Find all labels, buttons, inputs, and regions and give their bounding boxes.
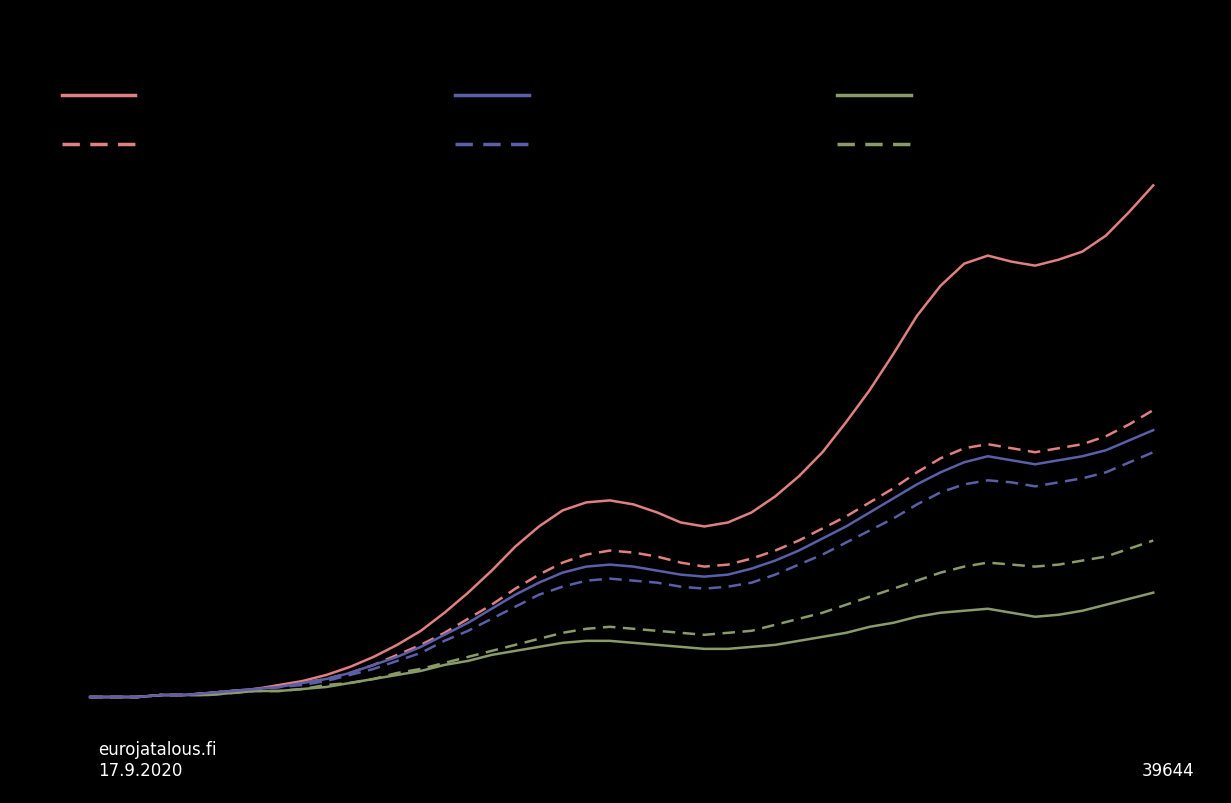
Text: eurojatalous.fi
17.9.2020: eurojatalous.fi 17.9.2020 [98,740,217,779]
Text: 39644: 39644 [1141,761,1194,779]
